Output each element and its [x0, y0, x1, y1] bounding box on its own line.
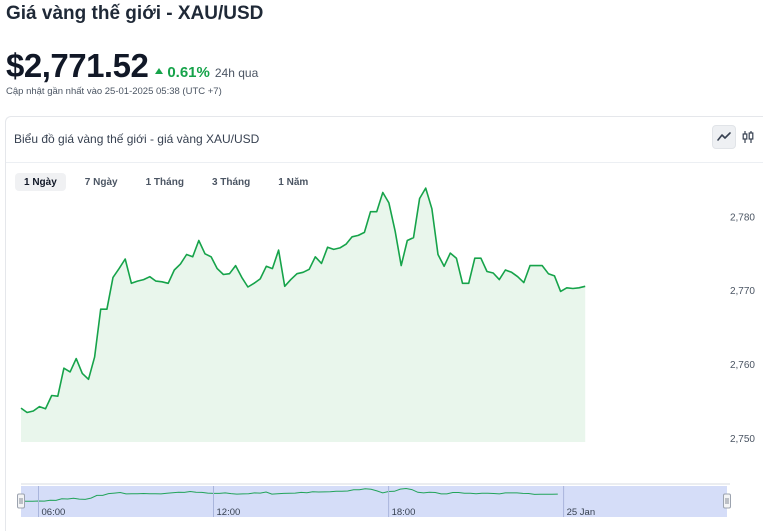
- price-row: $2,771.52 0.61% 24h qua: [6, 47, 258, 85]
- caret-up-icon: [155, 68, 164, 74]
- change-period: 24h qua: [214, 66, 259, 80]
- tab-7-days[interactable]: 7 Ngày: [84, 176, 118, 188]
- tab-3-months[interactable]: 3 Tháng: [211, 176, 251, 188]
- chart-card-title: Biểu đồ giá vàng thế giới - giá vàng XAU…: [14, 132, 260, 146]
- navigator-line: [20, 487, 558, 502]
- line-view-button[interactable]: [712, 125, 736, 149]
- chart-view-toggle: [712, 125, 760, 149]
- current-price: $2,771.52: [6, 47, 149, 84]
- navigator-tick-label: 06:00: [42, 507, 66, 518]
- candlestick-icon: [742, 131, 754, 143]
- navigator-tick-label: 12:00: [217, 507, 241, 518]
- navigator-tick-label: 18:00: [392, 507, 416, 518]
- navigator-left-handle[interactable]: [17, 493, 25, 509]
- page-title: Giá vàng thế giới - XAU/USD: [6, 3, 264, 24]
- candlestick-view-button[interactable]: [736, 125, 760, 149]
- navigator-selection[interactable]: [21, 486, 727, 517]
- change-percent: 0.61%: [167, 64, 210, 81]
- navigator[interactable]: 06:00 12:00 18:00 25 Jan: [17, 483, 731, 518]
- tab-1-month[interactable]: 1 Tháng: [145, 176, 184, 188]
- chart-card-header: Biểu đồ giá vàng thế giới - giá vàng XAU…: [6, 117, 763, 163]
- tab-1-day[interactable]: 1 Ngày: [15, 173, 66, 191]
- navigator-right-handle[interactable]: [723, 493, 731, 509]
- navigator-tick-label: 25 Jan: [567, 507, 596, 518]
- line-chart-icon: [717, 132, 731, 141]
- chart-card: Biểu đồ giá vàng thế giới - giá vàng XAU…: [5, 116, 763, 531]
- tab-1-year[interactable]: 1 Năm: [278, 176, 309, 188]
- last-updated: Cập nhật gần nhất vào 25-01-2025 05:38 (…: [6, 86, 222, 97]
- time-range-tabs: 1 Ngày 7 Ngày 1 Tháng 3 Tháng 1 Năm: [15, 173, 327, 191]
